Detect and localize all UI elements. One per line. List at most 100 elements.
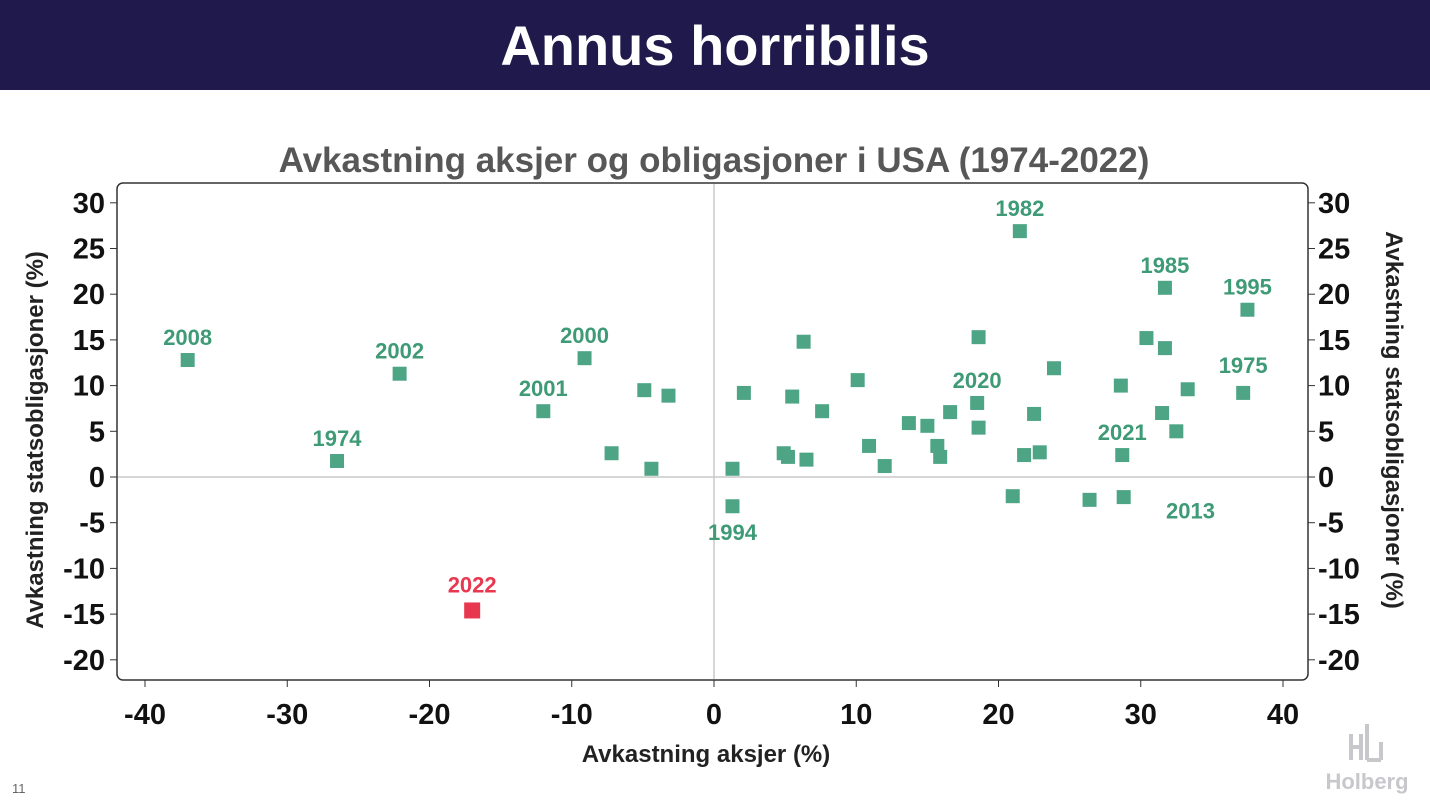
data-point bbox=[1115, 448, 1130, 463]
y-tick-label-right: 20 bbox=[1318, 279, 1350, 311]
y-tick-label-right: 15 bbox=[1318, 325, 1350, 357]
data-point bbox=[725, 499, 740, 514]
y-tick-label-right: -5 bbox=[1318, 508, 1344, 540]
x-tick-label: -40 bbox=[124, 699, 166, 731]
y-tick-label: 10 bbox=[73, 371, 105, 403]
data-point bbox=[1046, 361, 1061, 376]
y-tick-label-right: 25 bbox=[1318, 234, 1350, 266]
holberg-logo: Holberg bbox=[1312, 720, 1422, 795]
data-point bbox=[637, 383, 652, 398]
data-point bbox=[780, 449, 795, 464]
data-point bbox=[1169, 424, 1184, 439]
zero-lines bbox=[118, 184, 1307, 679]
data-point bbox=[1017, 448, 1032, 463]
data-point bbox=[850, 373, 865, 388]
point-label: 1975 bbox=[1219, 353, 1268, 378]
point-label: 2021 bbox=[1098, 420, 1147, 445]
point-label: 1995 bbox=[1223, 275, 1272, 300]
data-point bbox=[1012, 224, 1027, 239]
data-point bbox=[1032, 445, 1047, 460]
data-point bbox=[330, 454, 345, 469]
data-point bbox=[661, 388, 676, 403]
data-point bbox=[920, 418, 935, 433]
data-point bbox=[933, 449, 948, 464]
data-point bbox=[1082, 492, 1097, 507]
point-label: 2002 bbox=[375, 339, 424, 364]
data-point bbox=[1113, 378, 1128, 393]
data-point bbox=[1240, 302, 1255, 317]
data-point bbox=[1139, 331, 1154, 346]
data-point bbox=[799, 452, 814, 467]
point-label: 2013 bbox=[1166, 498, 1215, 523]
data-point bbox=[1005, 489, 1020, 504]
data-point bbox=[536, 404, 551, 419]
point-label: 2008 bbox=[163, 325, 212, 350]
point-label: 2022 bbox=[448, 572, 497, 597]
data-point bbox=[1155, 406, 1170, 421]
y-tick-label: 15 bbox=[73, 325, 105, 357]
y-tick-label-right: 5 bbox=[1318, 416, 1334, 448]
data-point bbox=[971, 330, 986, 345]
point-label: 1985 bbox=[1140, 253, 1189, 278]
y-tick-label-right: -20 bbox=[1318, 645, 1360, 677]
x-axis-label: Avkastning aksjer (%) bbox=[582, 741, 831, 768]
y-tick-label-right: 0 bbox=[1318, 462, 1334, 494]
point-label: 2000 bbox=[560, 323, 609, 348]
x-tick-label: -30 bbox=[266, 699, 308, 731]
data-point bbox=[971, 420, 986, 435]
y-tick-label: -20 bbox=[63, 645, 105, 677]
point-label: 1994 bbox=[708, 520, 758, 545]
data-point bbox=[930, 438, 945, 453]
x-tick-label: -20 bbox=[409, 699, 451, 731]
y-tick-label-right: -15 bbox=[1318, 599, 1360, 631]
point-label: 1974 bbox=[313, 426, 363, 451]
data-point bbox=[815, 404, 830, 419]
data-point bbox=[970, 395, 985, 410]
data-point bbox=[785, 389, 800, 404]
axis-ticks: -40 -30 -20 -10 0 10 20 30 40 -20 -20 -15 -15 -10 -10 -… bbox=[63, 188, 1360, 731]
data-point bbox=[725, 461, 740, 476]
y-axis-label-right: Avkastning statsobligasjoner (%) bbox=[1380, 231, 1407, 609]
slide-title: Annus horribilis bbox=[500, 13, 930, 77]
data-point bbox=[796, 334, 811, 349]
y-tick-label: -15 bbox=[63, 599, 105, 631]
data-point bbox=[464, 602, 481, 619]
y-tick-label-right: 10 bbox=[1318, 371, 1350, 403]
x-tick-label: 30 bbox=[1125, 699, 1157, 731]
data-point bbox=[1180, 382, 1195, 397]
data-point bbox=[901, 416, 916, 431]
point-label: 2001 bbox=[519, 376, 568, 401]
y-tick-label-right: -10 bbox=[1318, 553, 1360, 585]
y-tick-label-right: 30 bbox=[1318, 188, 1350, 220]
y-tick-label: 25 bbox=[73, 234, 105, 266]
data-point bbox=[577, 351, 592, 366]
y-tick-label: -10 bbox=[63, 553, 105, 585]
chart-title: Avkastning aksjer og obligasjoner i USA … bbox=[279, 141, 1150, 180]
data-point bbox=[644, 461, 659, 476]
point-label: 2020 bbox=[953, 368, 1002, 393]
data-point bbox=[1157, 341, 1172, 356]
y-tick-label: 0 bbox=[89, 462, 105, 494]
point-label: 1982 bbox=[995, 196, 1044, 221]
x-tick-label: 0 bbox=[706, 699, 722, 731]
y-tick-label: 5 bbox=[89, 416, 105, 448]
data-point bbox=[1116, 490, 1131, 505]
holberg-logo-icon bbox=[1349, 724, 1383, 762]
data-point bbox=[1157, 280, 1172, 295]
data-points: 2008 1974 2002 2022 2001 2000 1994 2020 1982 2021… bbox=[163, 196, 1272, 619]
data-point bbox=[604, 446, 619, 461]
logo-text: Holberg bbox=[1325, 769, 1409, 794]
label-background bbox=[1143, 491, 1240, 522]
data-point bbox=[862, 438, 877, 453]
data-point bbox=[1027, 406, 1042, 421]
data-point bbox=[877, 459, 892, 474]
data-point bbox=[736, 385, 751, 400]
page-number: 11 bbox=[12, 781, 26, 796]
y-tick-label: 20 bbox=[73, 279, 105, 311]
x-tick-label: 40 bbox=[1267, 699, 1299, 731]
y-axis-label: Avkastning statsobligasjoner (%) bbox=[22, 251, 49, 629]
y-tick-label: 30 bbox=[73, 188, 105, 220]
x-tick-label: 20 bbox=[982, 699, 1014, 731]
y-tick-label: -5 bbox=[79, 508, 105, 540]
